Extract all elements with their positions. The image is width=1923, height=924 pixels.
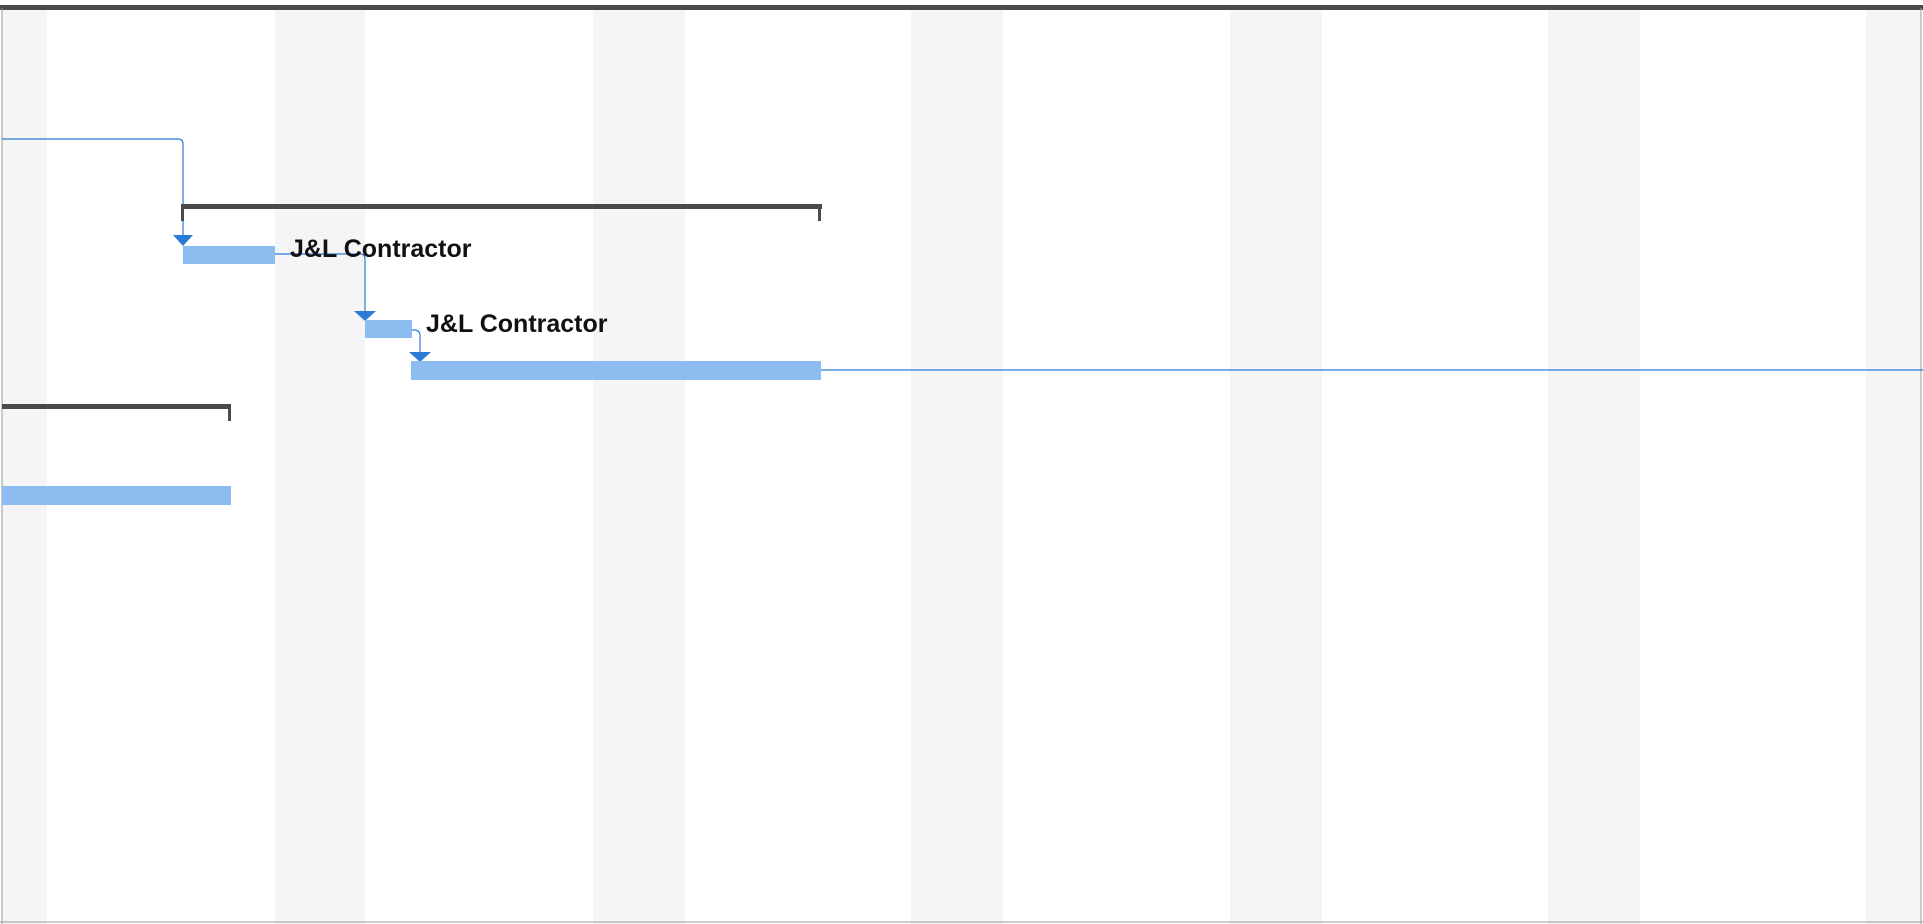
summary-bar-2[interactable] [2,404,231,421]
summary-bar-body [2,404,231,409]
dependency-link[interactable] [275,253,366,315]
weekend-column [911,8,1003,924]
task-bar-2[interactable] [183,246,275,264]
link-arrow-icon [173,235,193,246]
task-bar-3[interactable] [365,320,412,338]
summary-bar-1[interactable] [181,204,822,221]
weekend-column [275,8,365,924]
dependency-links [2,138,1923,371]
link-arrow-icon [409,352,431,362]
nonworking-time-shading [2,8,1921,924]
task-bar-6[interactable] [2,486,231,505]
weekend-column [593,8,685,924]
dependency-arrowheads [173,235,431,362]
summary-bar-end-cap [818,204,821,221]
weekend-column [1866,8,1921,924]
weekend-column [2,8,47,924]
summary-bar-start-cap [181,204,184,221]
task-bar-4[interactable] [411,361,821,380]
link-arrow-icon [354,311,376,321]
dependency-link[interactable] [412,329,421,357]
summary-bar-end-cap [228,404,231,421]
dependency-link[interactable] [2,138,184,240]
resource-label: J&L Contractor [426,310,608,338]
summary-bar-body [181,204,822,209]
weekend-column [1548,8,1640,924]
timescale-top-border [0,5,1923,10]
weekend-column [1230,8,1322,924]
resource-label: J&L Contractor [290,235,472,263]
